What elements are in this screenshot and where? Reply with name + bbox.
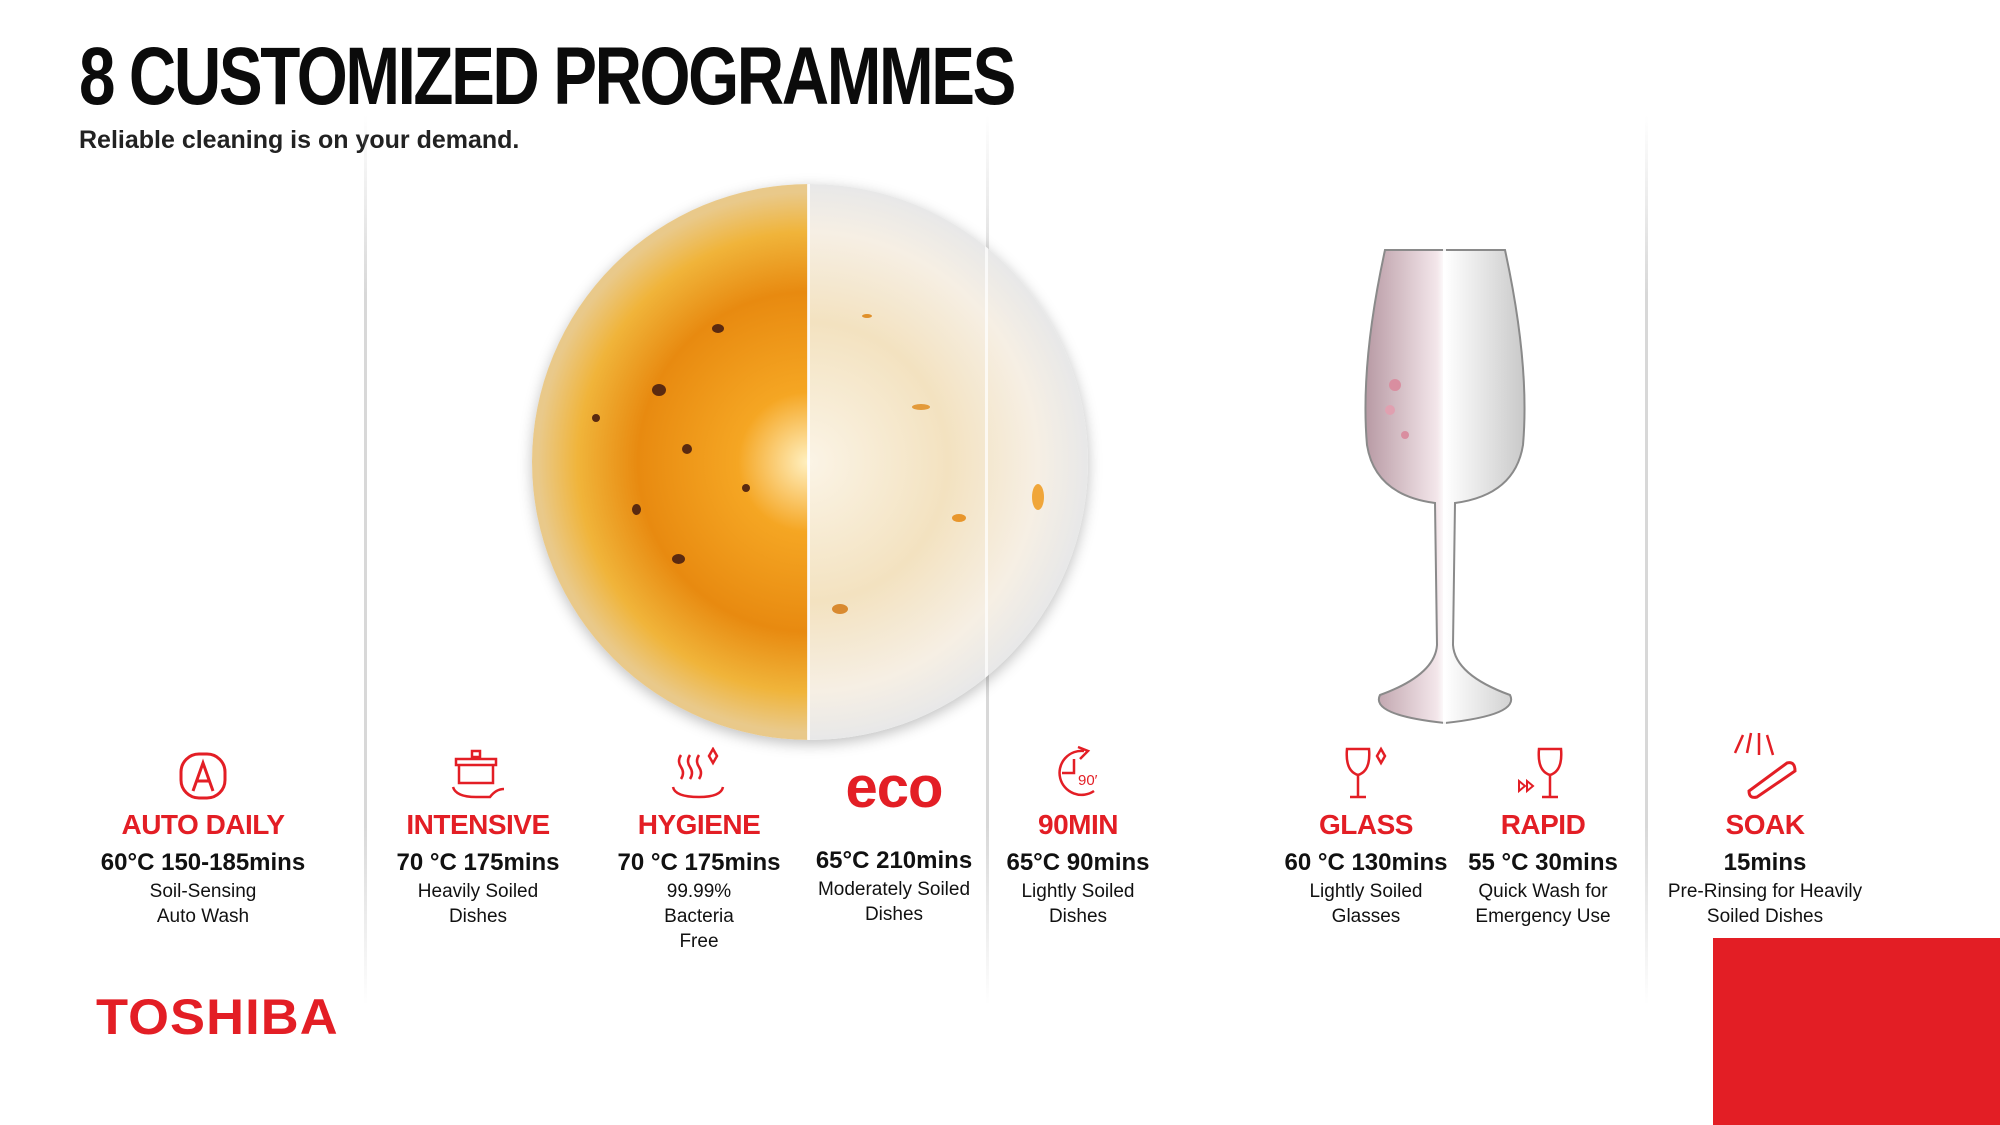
- red-accent-block: [1713, 938, 2000, 1125]
- page-subtitle: Reliable cleaning is on your demand.: [79, 126, 520, 154]
- programme-desc: Soiled Dishes: [1706, 906, 1824, 927]
- wine-glass-image: [1364, 245, 1526, 725]
- glass-fast-forward-icon: [1423, 735, 1663, 801]
- programme-spec: 70 °C 175mins: [396, 849, 560, 876]
- programme-name: 90MIN: [1038, 809, 1118, 840]
- programme-desc: Emergency Use: [1475, 906, 1611, 927]
- programme-auto-daily: AUTO DAILY 60°C 150-185mins Soil-Sensing…: [83, 735, 323, 929]
- page-title: 8 CUSTOMIZED PROGRAMMES: [79, 31, 1016, 122]
- programme-name: INTENSIVE: [406, 809, 550, 840]
- divider: [364, 115, 367, 1005]
- programme-desc: Lightly Soiled: [1021, 881, 1135, 902]
- programme-desc: Heavily Soiled: [417, 881, 539, 902]
- programme-desc: Quick Wash for: [1478, 881, 1608, 902]
- programme-hygiene: HYGIENE 70 °C 175mins 99.99% Bacteria Free: [579, 735, 819, 954]
- programme-glass: GLASS 60 °C 130mins Lightly Soiled Glasse…: [1246, 735, 1486, 929]
- programme-name: SOAK: [1725, 809, 1805, 840]
- plate-image: [532, 184, 1088, 740]
- programme-desc: Lightly Soiled: [1309, 881, 1423, 902]
- programme-name: RAPID: [1500, 809, 1586, 840]
- programme-name: AUTO DAILY: [121, 809, 285, 840]
- auto-a-icon: [83, 735, 323, 801]
- programme-desc: 99.99%: [666, 881, 732, 902]
- programme-name: GLASS: [1319, 809, 1413, 840]
- programme-90min: 90′ 90MIN 65°C 90mins Lightly Soiled Dish…: [958, 735, 1198, 929]
- programme-spec: 55 °C 30mins: [1468, 849, 1618, 876]
- programme-desc: Free: [679, 931, 719, 952]
- programme-desc: Dishes: [864, 904, 924, 925]
- programme-intensive: INTENSIVE 70 °C 175mins Heavily Soiled Di…: [358, 735, 598, 929]
- glass-sparkle-icon: [1246, 735, 1486, 801]
- programme-desc: Dishes: [1048, 906, 1108, 927]
- divider: [1645, 115, 1648, 1005]
- programme-spec: 60°C 150-185mins: [100, 849, 306, 876]
- programme-eco: eco 65°C 210mins Moderately Soiled Dishes: [774, 735, 1014, 927]
- steam-sparkle-icon: [579, 735, 819, 801]
- programme-desc: Soil-Sensing: [149, 881, 257, 902]
- eco-icon: eco: [845, 754, 944, 820]
- svg-text:90′: 90′: [1078, 772, 1098, 789]
- programme-rapid: RAPID 55 °C 30mins Quick Wash for Emergen…: [1423, 735, 1663, 929]
- programme-name: HYGIENE: [637, 809, 761, 840]
- programme-spec: 60 °C 130mins: [1284, 849, 1448, 876]
- programme-spec: 65°C 90mins: [1006, 849, 1150, 876]
- programme-desc: Bacteria: [664, 906, 734, 927]
- programme-desc: Moderately Soiled: [817, 879, 971, 900]
- clock-90-icon: 90′: [958, 735, 1198, 801]
- programme-spec: 15mins: [1723, 849, 1807, 876]
- spray-pan-icon: [1645, 732, 1885, 801]
- programme-spec: 65°C 210mins: [815, 847, 973, 874]
- toshiba-logo: TOSHIBA: [96, 989, 339, 1045]
- programme-soak: SOAK 15mins Pre-Rinsing for Heavily Soile…: [1645, 732, 1885, 929]
- pot-icon: [358, 735, 598, 801]
- programme-desc: Pre-Rinsing for Heavily: [1667, 881, 1863, 902]
- programme-desc: Glasses: [1331, 906, 1401, 927]
- programme-desc: Auto Wash: [156, 906, 250, 927]
- programme-spec: 70 °C 175mins: [617, 849, 781, 876]
- programme-desc: Dishes: [448, 906, 508, 927]
